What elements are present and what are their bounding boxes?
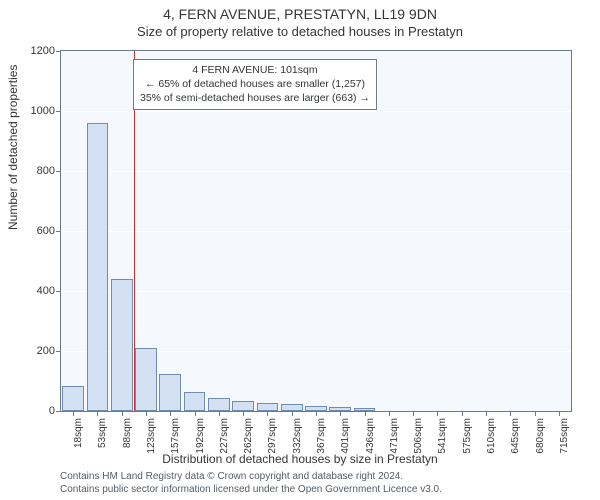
- histogram-bar: [159, 374, 181, 412]
- xtick-mark: [73, 411, 74, 416]
- xtick-label: 157sqm: [170, 418, 181, 454]
- ytick-label: 600: [37, 225, 55, 237]
- histogram-bar: [87, 123, 109, 411]
- gridline: [61, 171, 571, 172]
- xtick-label: 123sqm: [146, 418, 157, 454]
- histogram-bar: [232, 401, 254, 412]
- histogram-bar: [208, 398, 230, 412]
- plot-area: 02004006008001000120018sqm53sqm88sqm123s…: [60, 50, 572, 412]
- xtick-label: 506sqm: [413, 418, 424, 454]
- ytick-mark: [56, 291, 61, 292]
- xtick-mark: [122, 411, 123, 416]
- xtick-label: 436sqm: [365, 418, 376, 454]
- ytick-label: 0: [49, 405, 55, 417]
- ytick-mark: [56, 411, 61, 412]
- xtick-label: 227sqm: [219, 418, 230, 454]
- xtick-mark: [559, 411, 560, 416]
- x-axis-label: Distribution of detached houses by size …: [0, 452, 600, 466]
- xtick-label: 297sqm: [267, 418, 278, 454]
- xtick-label: 541sqm: [437, 418, 448, 454]
- attribution-line: Contains public sector information licen…: [60, 483, 442, 496]
- xtick-mark: [195, 411, 196, 416]
- chart-container: 4, FERN AVENUE, PRESTATYN, LL19 9DN Size…: [0, 0, 600, 500]
- histogram-bar: [257, 403, 279, 411]
- annotation-line: 4 FERN AVENUE: 101sqm: [140, 63, 370, 77]
- histogram-bar: [62, 386, 84, 412]
- xtick-label: 401sqm: [340, 418, 351, 454]
- ytick-mark: [56, 51, 61, 52]
- xtick-label: 645sqm: [510, 418, 521, 454]
- annotation-box: 4 FERN AVENUE: 101sqm ← 65% of detached …: [133, 59, 377, 110]
- chart-subtitle: Size of property relative to detached ho…: [0, 22, 600, 39]
- xtick-mark: [316, 411, 317, 416]
- ytick-label: 200: [37, 345, 55, 357]
- xtick-label: 192sqm: [195, 418, 206, 454]
- ytick-label: 800: [37, 165, 55, 177]
- ytick-mark: [56, 111, 61, 112]
- xtick-label: 367sqm: [316, 418, 327, 454]
- chart-title: 4, FERN AVENUE, PRESTATYN, LL19 9DN: [0, 0, 600, 22]
- xtick-mark: [219, 411, 220, 416]
- xtick-label: 18sqm: [73, 418, 84, 448]
- ytick-mark: [56, 171, 61, 172]
- xtick-mark: [340, 411, 341, 416]
- xtick-mark: [170, 411, 171, 416]
- xtick-mark: [292, 411, 293, 416]
- xtick-mark: [365, 411, 366, 416]
- annotation-line: ← 65% of detached houses are smaller (1,…: [140, 77, 370, 91]
- xtick-label: 575sqm: [462, 418, 473, 454]
- xtick-label: 332sqm: [292, 418, 303, 454]
- ytick-label: 400: [37, 285, 55, 297]
- histogram-bar: [111, 279, 133, 411]
- xtick-mark: [389, 411, 390, 416]
- histogram-bar: [184, 392, 206, 412]
- xtick-mark: [243, 411, 244, 416]
- xtick-mark: [146, 411, 147, 416]
- gridline: [61, 291, 571, 292]
- attribution-text: Contains HM Land Registry data © Crown c…: [60, 470, 442, 496]
- xtick-label: 53sqm: [97, 418, 108, 448]
- gridline: [61, 231, 571, 232]
- y-axis-label: Number of detached properties: [6, 65, 20, 230]
- ytick-label: 1000: [31, 105, 55, 117]
- gridline: [61, 111, 571, 112]
- ytick-mark: [56, 231, 61, 232]
- xtick-label: 680sqm: [535, 418, 546, 454]
- histogram-bar: [281, 404, 303, 411]
- xtick-mark: [535, 411, 536, 416]
- xtick-label: 610sqm: [486, 418, 497, 454]
- xtick-mark: [486, 411, 487, 416]
- xtick-mark: [413, 411, 414, 416]
- xtick-mark: [437, 411, 438, 416]
- xtick-mark: [267, 411, 268, 416]
- xtick-mark: [97, 411, 98, 416]
- ytick-label: 1200: [31, 45, 55, 57]
- ytick-mark: [56, 351, 61, 352]
- histogram-bar: [135, 348, 157, 411]
- attribution-line: Contains HM Land Registry data © Crown c…: [60, 470, 442, 483]
- annotation-line: 35% of semi-detached houses are larger (…: [140, 91, 370, 105]
- xtick-label: 715sqm: [559, 418, 570, 454]
- xtick-label: 262sqm: [243, 418, 254, 454]
- xtick-label: 471sqm: [389, 418, 400, 454]
- xtick-mark: [510, 411, 511, 416]
- xtick-label: 88sqm: [122, 418, 133, 448]
- xtick-mark: [462, 411, 463, 416]
